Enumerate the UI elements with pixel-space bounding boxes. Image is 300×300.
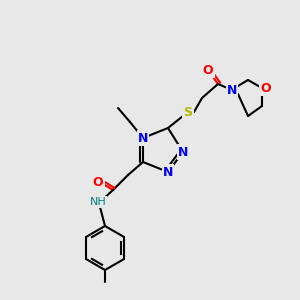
Text: N: N	[138, 131, 148, 145]
Text: O: O	[261, 82, 271, 94]
Text: S: S	[184, 106, 193, 118]
Text: O: O	[93, 176, 103, 188]
Text: N: N	[227, 83, 237, 97]
Text: N: N	[178, 146, 188, 158]
Text: N: N	[163, 166, 173, 178]
Text: O: O	[203, 64, 213, 76]
Text: NH: NH	[90, 197, 106, 207]
